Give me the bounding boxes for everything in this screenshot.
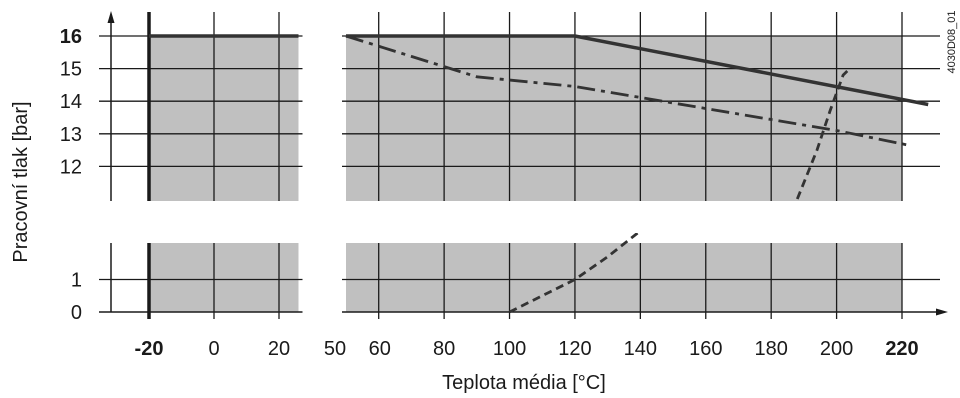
x-tick-label-60: 60 bbox=[369, 338, 391, 360]
operating-range-areas bbox=[149, 36, 903, 312]
series-lines bbox=[149, 34, 929, 313]
series-line-dash-dot-2 bbox=[345, 34, 909, 147]
range-area-upper-left bbox=[149, 36, 299, 201]
x-tick-label-140: 140 bbox=[624, 338, 657, 360]
series-line-dashed-3 bbox=[796, 67, 851, 200]
series-line-solid-thick-1 bbox=[346, 34, 929, 107]
axes bbox=[99, 11, 948, 316]
x-tick-label-20: 20 bbox=[268, 338, 290, 360]
y-tick-label-15: 15 bbox=[60, 59, 82, 81]
x-tick-label-0: 0 bbox=[208, 338, 219, 360]
y-tick-label-lower-1: 1 bbox=[71, 270, 82, 292]
y-tick-label-12: 12 bbox=[60, 156, 82, 178]
y-tick-label-13: 13 bbox=[60, 124, 82, 146]
y-tick-label-16: 16 bbox=[60, 26, 82, 48]
reference-code: 4030D08_01 bbox=[946, 10, 958, 73]
range-area-upper-right bbox=[346, 36, 903, 201]
x-tick-label--20: -20 bbox=[135, 338, 164, 360]
x-axis-label: Teplota média [°C] bbox=[442, 372, 606, 394]
tick-labels: -20 0 20 50 60 80 100 120 140 160 180 200 2201615141… bbox=[60, 26, 919, 360]
x-axis-arrow bbox=[936, 308, 948, 316]
y-tick-label-lower-0: 0 bbox=[71, 302, 82, 324]
x-tick-label-80: 80 bbox=[433, 338, 455, 360]
x-tick-label-200: 200 bbox=[820, 338, 853, 360]
x-tick-label-180: 180 bbox=[754, 338, 787, 360]
x-tick-label-100: 100 bbox=[493, 338, 526, 360]
x-tick-label-160: 160 bbox=[689, 338, 722, 360]
x-tick-label-120: 120 bbox=[558, 338, 591, 360]
range-area-lower-left bbox=[149, 243, 299, 312]
y-axis-label: Pracovní tlak [bar] bbox=[10, 101, 32, 262]
range-area-lower-right bbox=[346, 243, 903, 312]
x-tick-label-220: 220 bbox=[885, 338, 918, 360]
grid bbox=[99, 12, 940, 319]
y-tick-label-14: 14 bbox=[60, 91, 82, 113]
x-tick-label-50: 50 bbox=[324, 338, 346, 360]
y-axis-arrow bbox=[107, 11, 115, 23]
